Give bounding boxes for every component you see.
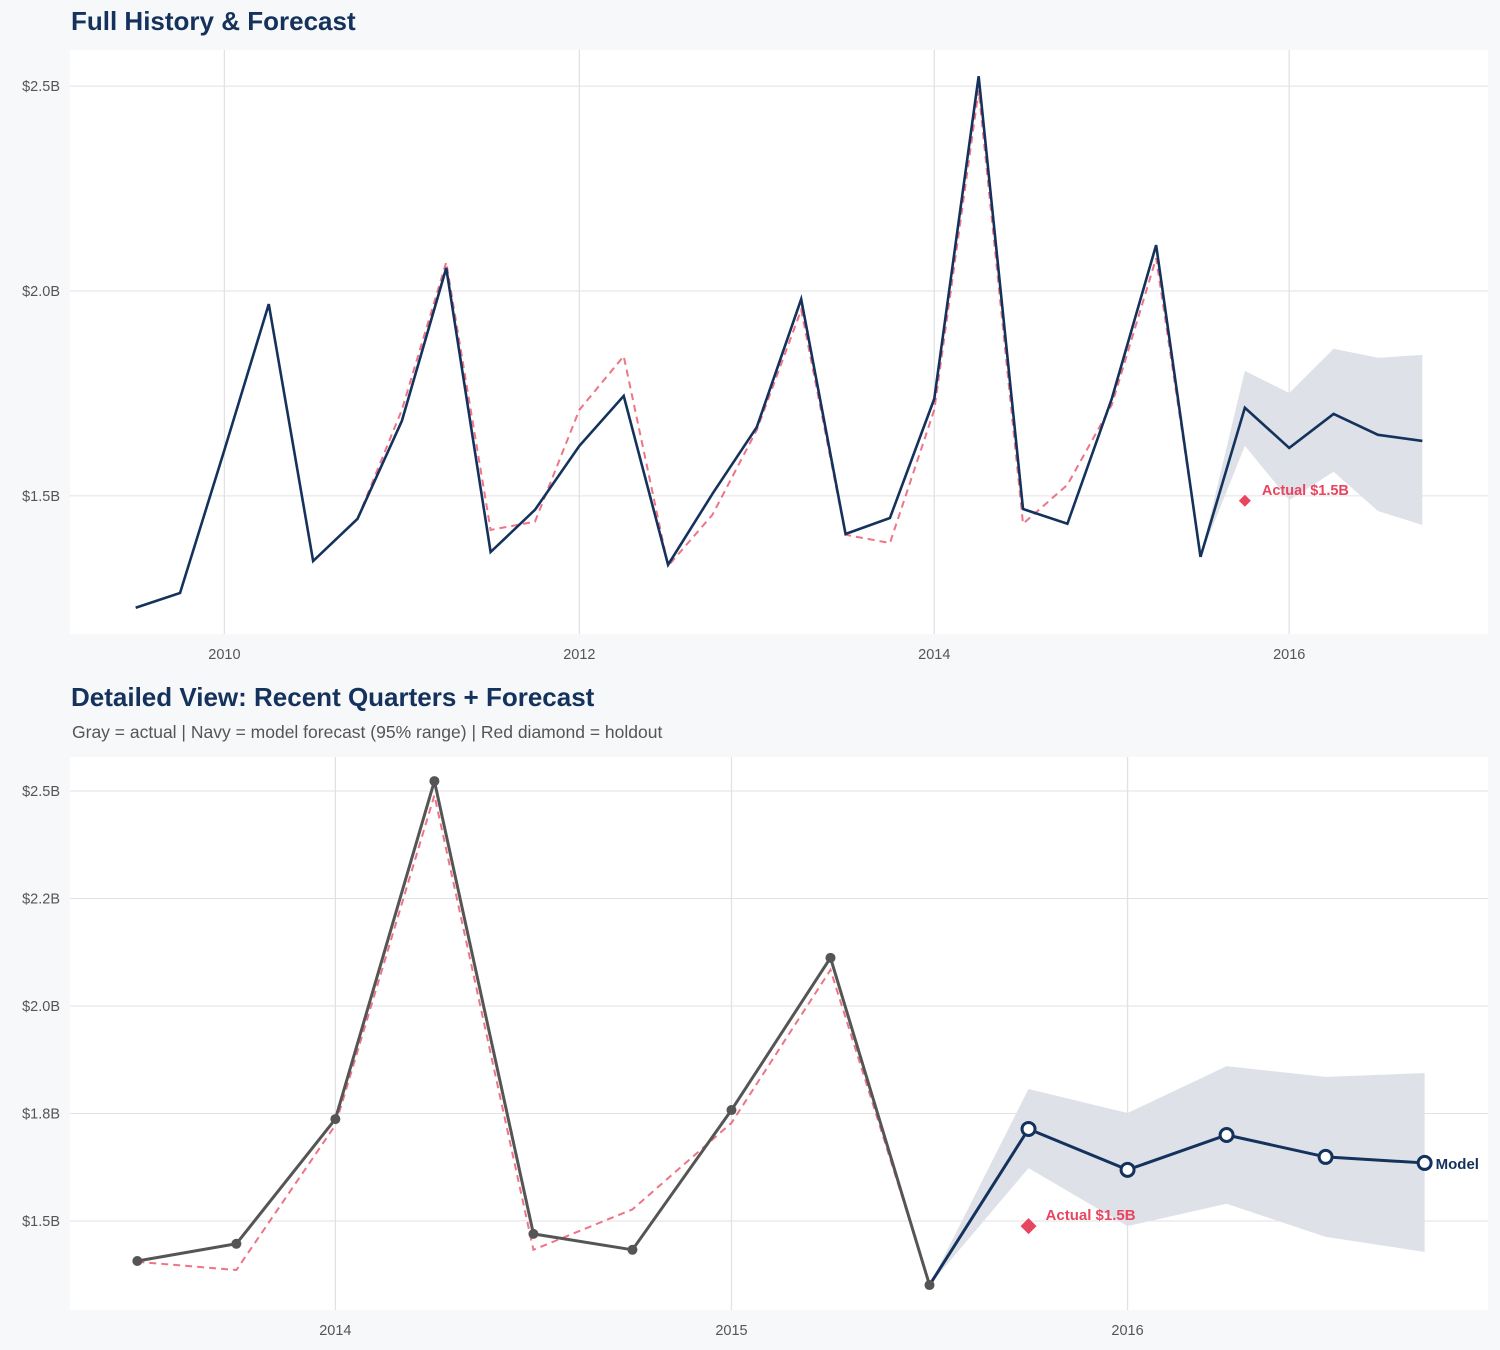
holdout-diamond	[1020, 1218, 1037, 1235]
actual-point	[429, 776, 440, 787]
forecast-point	[1119, 1161, 1136, 1178]
chart-title-top: Full History & Forecast	[71, 6, 356, 36]
chart-0: $1.5B $2.0B $2.5B 2010 2012 2014 2016 Actual $1…	[22, 50, 1488, 663]
actual-point	[528, 1228, 539, 1239]
actual-point	[627, 1244, 638, 1255]
plot-panel	[70, 50, 1488, 634]
forecast-point	[1218, 1126, 1235, 1143]
actual-point	[330, 1114, 341, 1125]
forecast-point	[1416, 1154, 1433, 1171]
x-tick-label: 2016	[1273, 647, 1305, 663]
holdout-label: Actual $1.5B	[1046, 1207, 1136, 1224]
holdout-diamond	[1238, 494, 1251, 507]
y-tick-label: $2.0B	[22, 999, 60, 1015]
y-tick-label: $2.5B	[22, 79, 60, 95]
x-tick-label: 2014	[319, 1323, 351, 1339]
model-label: Model	[1436, 1156, 1479, 1173]
y-tick-label: $2.0B	[22, 284, 60, 300]
y-tick-label: $1.5B	[22, 1214, 60, 1230]
chart-subtitle-bottom: Gray = actual | Navy = model forecast (9…	[72, 722, 663, 742]
x-tick-label: 2012	[563, 647, 595, 663]
forecast-band	[929, 1066, 1425, 1286]
x-tick-label: 2016	[1111, 1323, 1143, 1339]
actual-point	[231, 1238, 242, 1249]
fitted-line	[137, 791, 931, 1284]
actual-point	[132, 1255, 143, 1266]
holdout-label: Actual $1.5B	[1262, 483, 1349, 499]
forecast-line	[928, 1127, 1425, 1286]
forecast-line	[1199, 405, 1423, 558]
actual-point	[726, 1105, 737, 1116]
y-tick-label: $1.8B	[22, 1106, 60, 1122]
plot-panel	[70, 757, 1488, 1310]
y-tick-label: $1.5B	[22, 489, 60, 505]
y-tick-label: $2.2B	[22, 891, 60, 907]
chart-title-bottom: Detailed View: Recent Quarters + Forecas…	[71, 682, 595, 712]
forecast-point	[1317, 1148, 1334, 1165]
actual-point	[924, 1280, 935, 1291]
chart-1: $1.5B $1.8B $2.0B $2.2B $2.5B 2014 2015 2016 Mod…	[22, 757, 1488, 1339]
forecast-band	[1200, 348, 1423, 557]
x-tick-label: 2014	[918, 647, 950, 663]
actual-line	[135, 76, 1202, 610]
y-tick-label: $2.5B	[22, 784, 60, 800]
actual-point	[825, 952, 836, 963]
x-tick-label: 2010	[208, 647, 240, 663]
x-tick-label: 2015	[715, 1323, 747, 1339]
forecast-point	[1020, 1120, 1037, 1137]
